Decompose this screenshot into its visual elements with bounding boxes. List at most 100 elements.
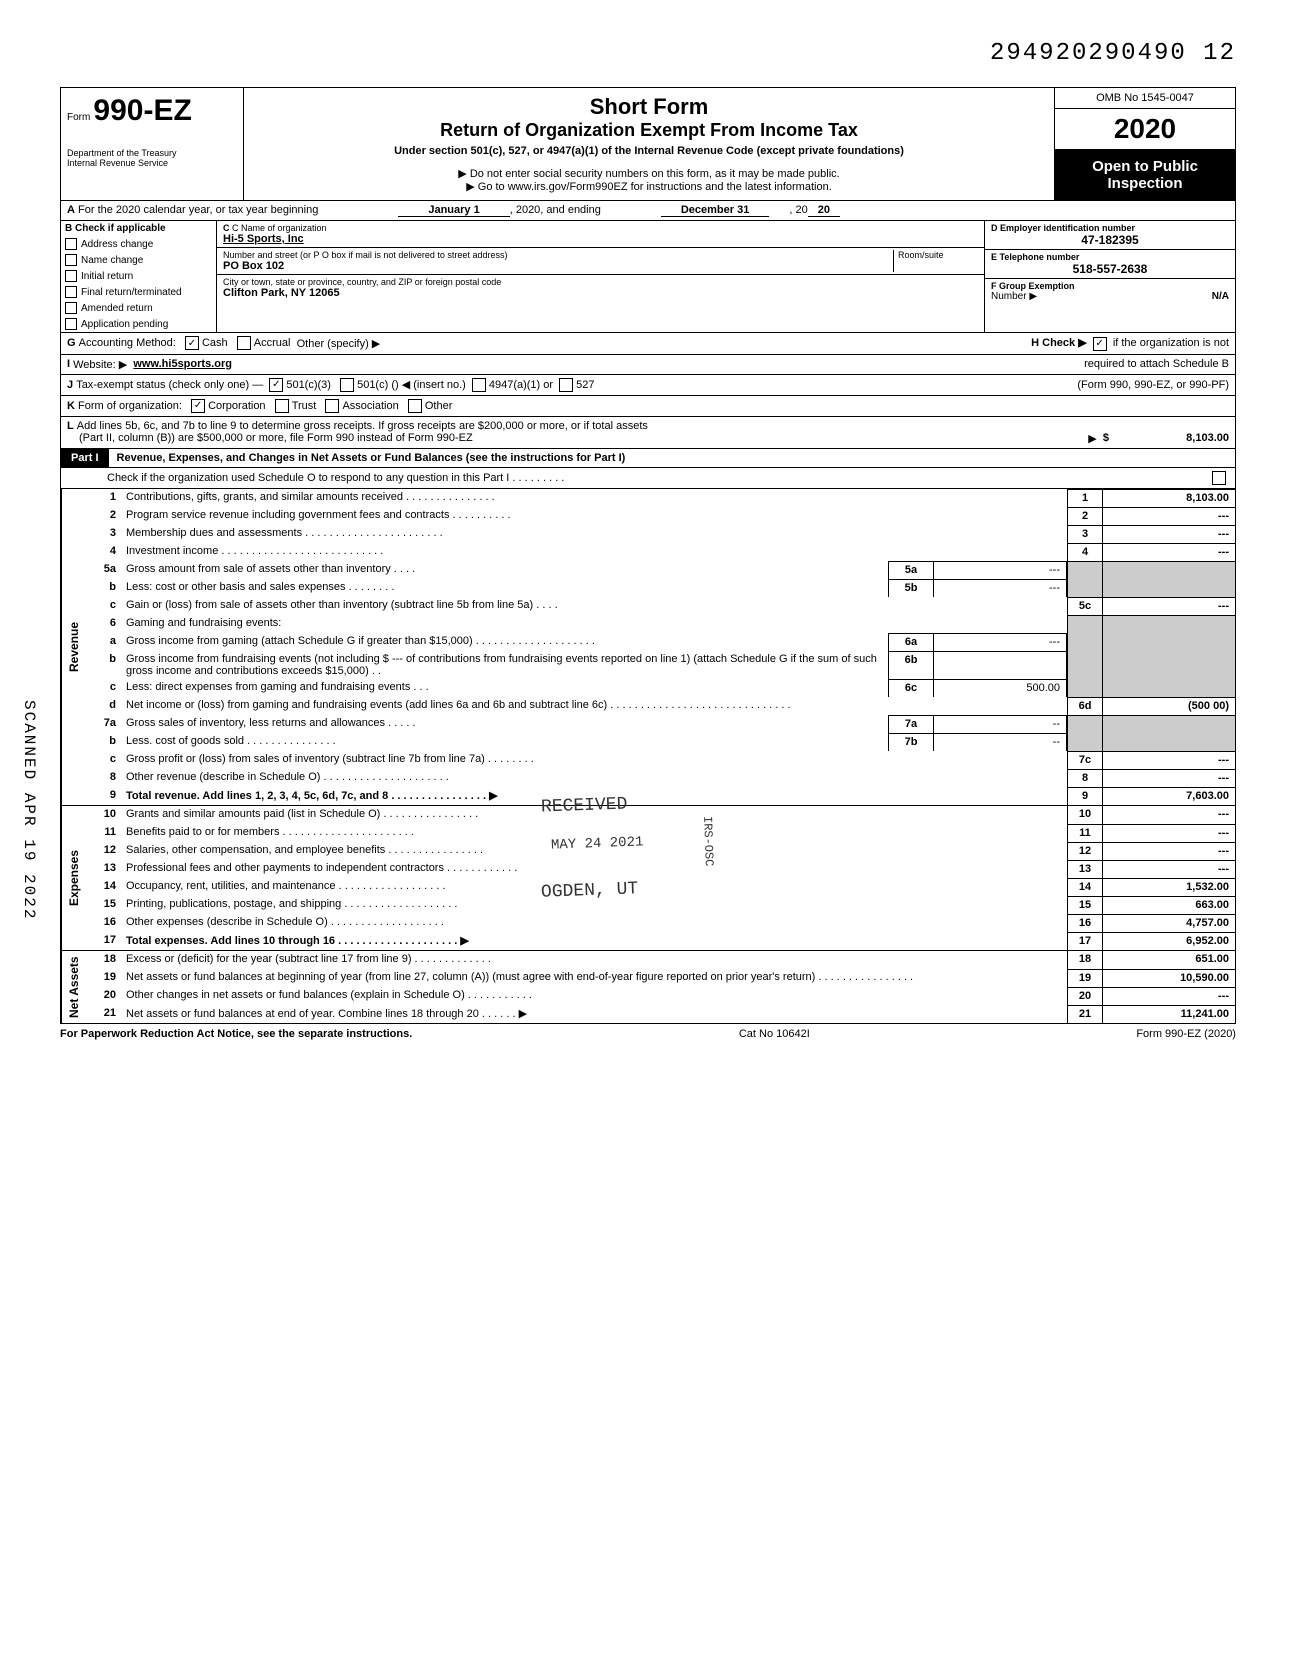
line-10-val: --- <box>1103 806 1235 824</box>
line-21-val: 11,241.00 <box>1103 1005 1235 1023</box>
line-8-val: --- <box>1103 769 1235 787</box>
addr-label: Number and street (or P O box if mail is… <box>223 250 893 260</box>
revenue-side-label: Revenue <box>61 489 86 805</box>
g-other: Other (specify) ▶ <box>297 337 381 350</box>
check-trust[interactable] <box>275 399 289 413</box>
return-title: Return of Organization Exempt From Incom… <box>254 120 1044 141</box>
row-a-yr: 20 <box>808 204 840 217</box>
city-label: City or town, state or province, country… <box>223 277 978 287</box>
e-label: E Telephone number <box>991 252 1229 262</box>
line-5a-val: --- <box>934 561 1067 579</box>
k-label: Form of organization: <box>78 400 182 412</box>
check-501c[interactable] <box>340 378 354 392</box>
check-accrual[interactable] <box>237 336 251 350</box>
line-16-val: 4,757.00 <box>1103 914 1235 932</box>
check-h[interactable]: ✓ <box>1093 337 1107 351</box>
l-val: 8,103.00 <box>1109 432 1229 444</box>
check-final-return[interactable]: Final return/terminated <box>61 284 216 300</box>
section-b: B Check if applicable Address change Nam… <box>60 221 1236 333</box>
part-1-check: Check if the organization used Schedule … <box>60 468 1236 489</box>
check-address-change[interactable]: Address change <box>61 236 216 252</box>
row-a-text1: For the 2020 calendar year, or tax year … <box>78 204 318 217</box>
city-val: Clifton Park, NY 12065 <box>223 287 978 299</box>
document-number: 294920290490 12 <box>60 40 1236 67</box>
line-7c-val: --- <box>1103 751 1235 769</box>
line-4-val: --- <box>1103 543 1235 561</box>
row-a-text3: , 20 <box>789 204 807 217</box>
line-17-val: 6,952.00 <box>1103 932 1235 950</box>
open-public-1: Open to Public <box>1059 158 1231 175</box>
line-18-val: 651.00 <box>1103 951 1235 969</box>
row-i: I Website: ▶ www.hi5sports.org required … <box>60 355 1236 375</box>
f-label: F Group Exemption <box>991 281 1229 291</box>
line-5c-val: --- <box>1103 597 1235 615</box>
org-name: Hi-5 Sports, Inc <box>223 233 978 245</box>
line-3-val: --- <box>1103 525 1235 543</box>
b-label: B Check if applicable <box>61 221 216 236</box>
part-1-header: Part I Revenue, Expenses, and Changes in… <box>60 449 1236 468</box>
footer-left: For Paperwork Reduction Act Notice, see … <box>60 1028 412 1040</box>
tax-year: 2020 <box>1055 109 1235 150</box>
row-k: K Form of organization: ✓Corporation Tru… <box>60 396 1236 417</box>
d-label: D Employer identification number <box>991 223 1229 233</box>
part-1-title: Revenue, Expenses, and Changes in Net As… <box>109 449 1235 467</box>
line-13-val: --- <box>1103 860 1235 878</box>
addr-val: PO Box 102 <box>223 260 893 272</box>
check-name-change[interactable]: Name change <box>61 252 216 268</box>
row-a: A For the 2020 calendar year, or tax yea… <box>60 201 1236 221</box>
j-label: Tax-exempt status (check only one) — <box>76 379 263 391</box>
line-15-val: 663.00 <box>1103 896 1235 914</box>
short-form-title: Short Form <box>254 94 1044 120</box>
dept-irs: Internal Revenue Service <box>67 158 237 168</box>
c-label: C Name of organization <box>232 223 327 233</box>
check-corp[interactable]: ✓ <box>191 399 205 413</box>
row-a-prefix: A <box>67 204 75 217</box>
footer-mid: Cat No 10642I <box>739 1028 810 1040</box>
line-2-val: --- <box>1103 507 1235 525</box>
row-l: L Add lines 5b, 6c, and 7b to line 9 to … <box>60 417 1236 449</box>
check-other[interactable] <box>408 399 422 413</box>
line-6c-val: 500.00 <box>934 679 1067 697</box>
form-prefix: Form <box>67 112 90 123</box>
check-527[interactable] <box>559 378 573 392</box>
check-assoc[interactable] <box>325 399 339 413</box>
revenue-section: Revenue 1Contributions, gifts, grants, a… <box>60 489 1236 806</box>
i-label: Website: ▶ <box>73 358 127 371</box>
check-pending[interactable]: Application pending <box>61 316 216 332</box>
line-1-val: 8,103.00 <box>1103 489 1235 507</box>
line-19-val: 10,590.00 <box>1103 969 1235 987</box>
row-g: G Accounting Method: ✓Cash Accrual Other… <box>60 333 1236 355</box>
part-1-label: Part I <box>61 449 109 467</box>
net-assets-section: Net Assets 18Excess or (deficit) for the… <box>60 951 1236 1024</box>
line-6b-val <box>934 651 1067 679</box>
dept-treasury: Department of the Treasury <box>67 148 237 158</box>
footer-right: Form 990-EZ (2020) <box>1136 1028 1236 1040</box>
line-6d-val: (500 00) <box>1103 697 1235 715</box>
check-4947[interactable] <box>472 378 486 392</box>
check-501c3[interactable]: ✓ <box>269 378 283 392</box>
form-header: Form 990-EZ Department of the Treasury I… <box>60 87 1236 201</box>
f-val: N/A <box>1212 291 1229 302</box>
ein-val: 47-182395 <box>991 233 1229 247</box>
check-schedule-o[interactable] <box>1212 471 1226 485</box>
f-label2: Number ▶ <box>991 291 1037 302</box>
expenses-section: Expenses 10Grants and similar amounts pa… <box>60 806 1236 951</box>
line-9-val: 7,603.00 <box>1103 787 1235 805</box>
open-public-2: Inspection <box>1059 175 1231 192</box>
line-14-val: 1,532.00 <box>1103 878 1235 896</box>
note-url: ▶ Go to www.irs.gov/Form990EZ for instru… <box>254 180 1044 193</box>
website-val: www.hi5sports.org <box>133 358 232 370</box>
omb-number: OMB No 1545-0047 <box>1055 88 1235 109</box>
net-assets-side-label: Net Assets <box>61 951 86 1023</box>
h-text3: (Form 990, 990-EZ, or 990-PF) <box>1077 379 1229 391</box>
check-amended[interactable]: Amended return <box>61 300 216 316</box>
check-initial-return[interactable]: Initial return <box>61 268 216 284</box>
phone-val: 518-557-2638 <box>991 262 1229 276</box>
line-11-val: --- <box>1103 824 1235 842</box>
expenses-side-label: Expenses <box>61 806 86 950</box>
row-a-begin: January 1 <box>398 204 509 217</box>
row-j: J Tax-exempt status (check only one) — ✓… <box>60 375 1236 396</box>
line-20-val: --- <box>1103 987 1235 1005</box>
check-cash[interactable]: ✓ <box>185 336 199 350</box>
line-7a-val: -- <box>934 715 1067 733</box>
